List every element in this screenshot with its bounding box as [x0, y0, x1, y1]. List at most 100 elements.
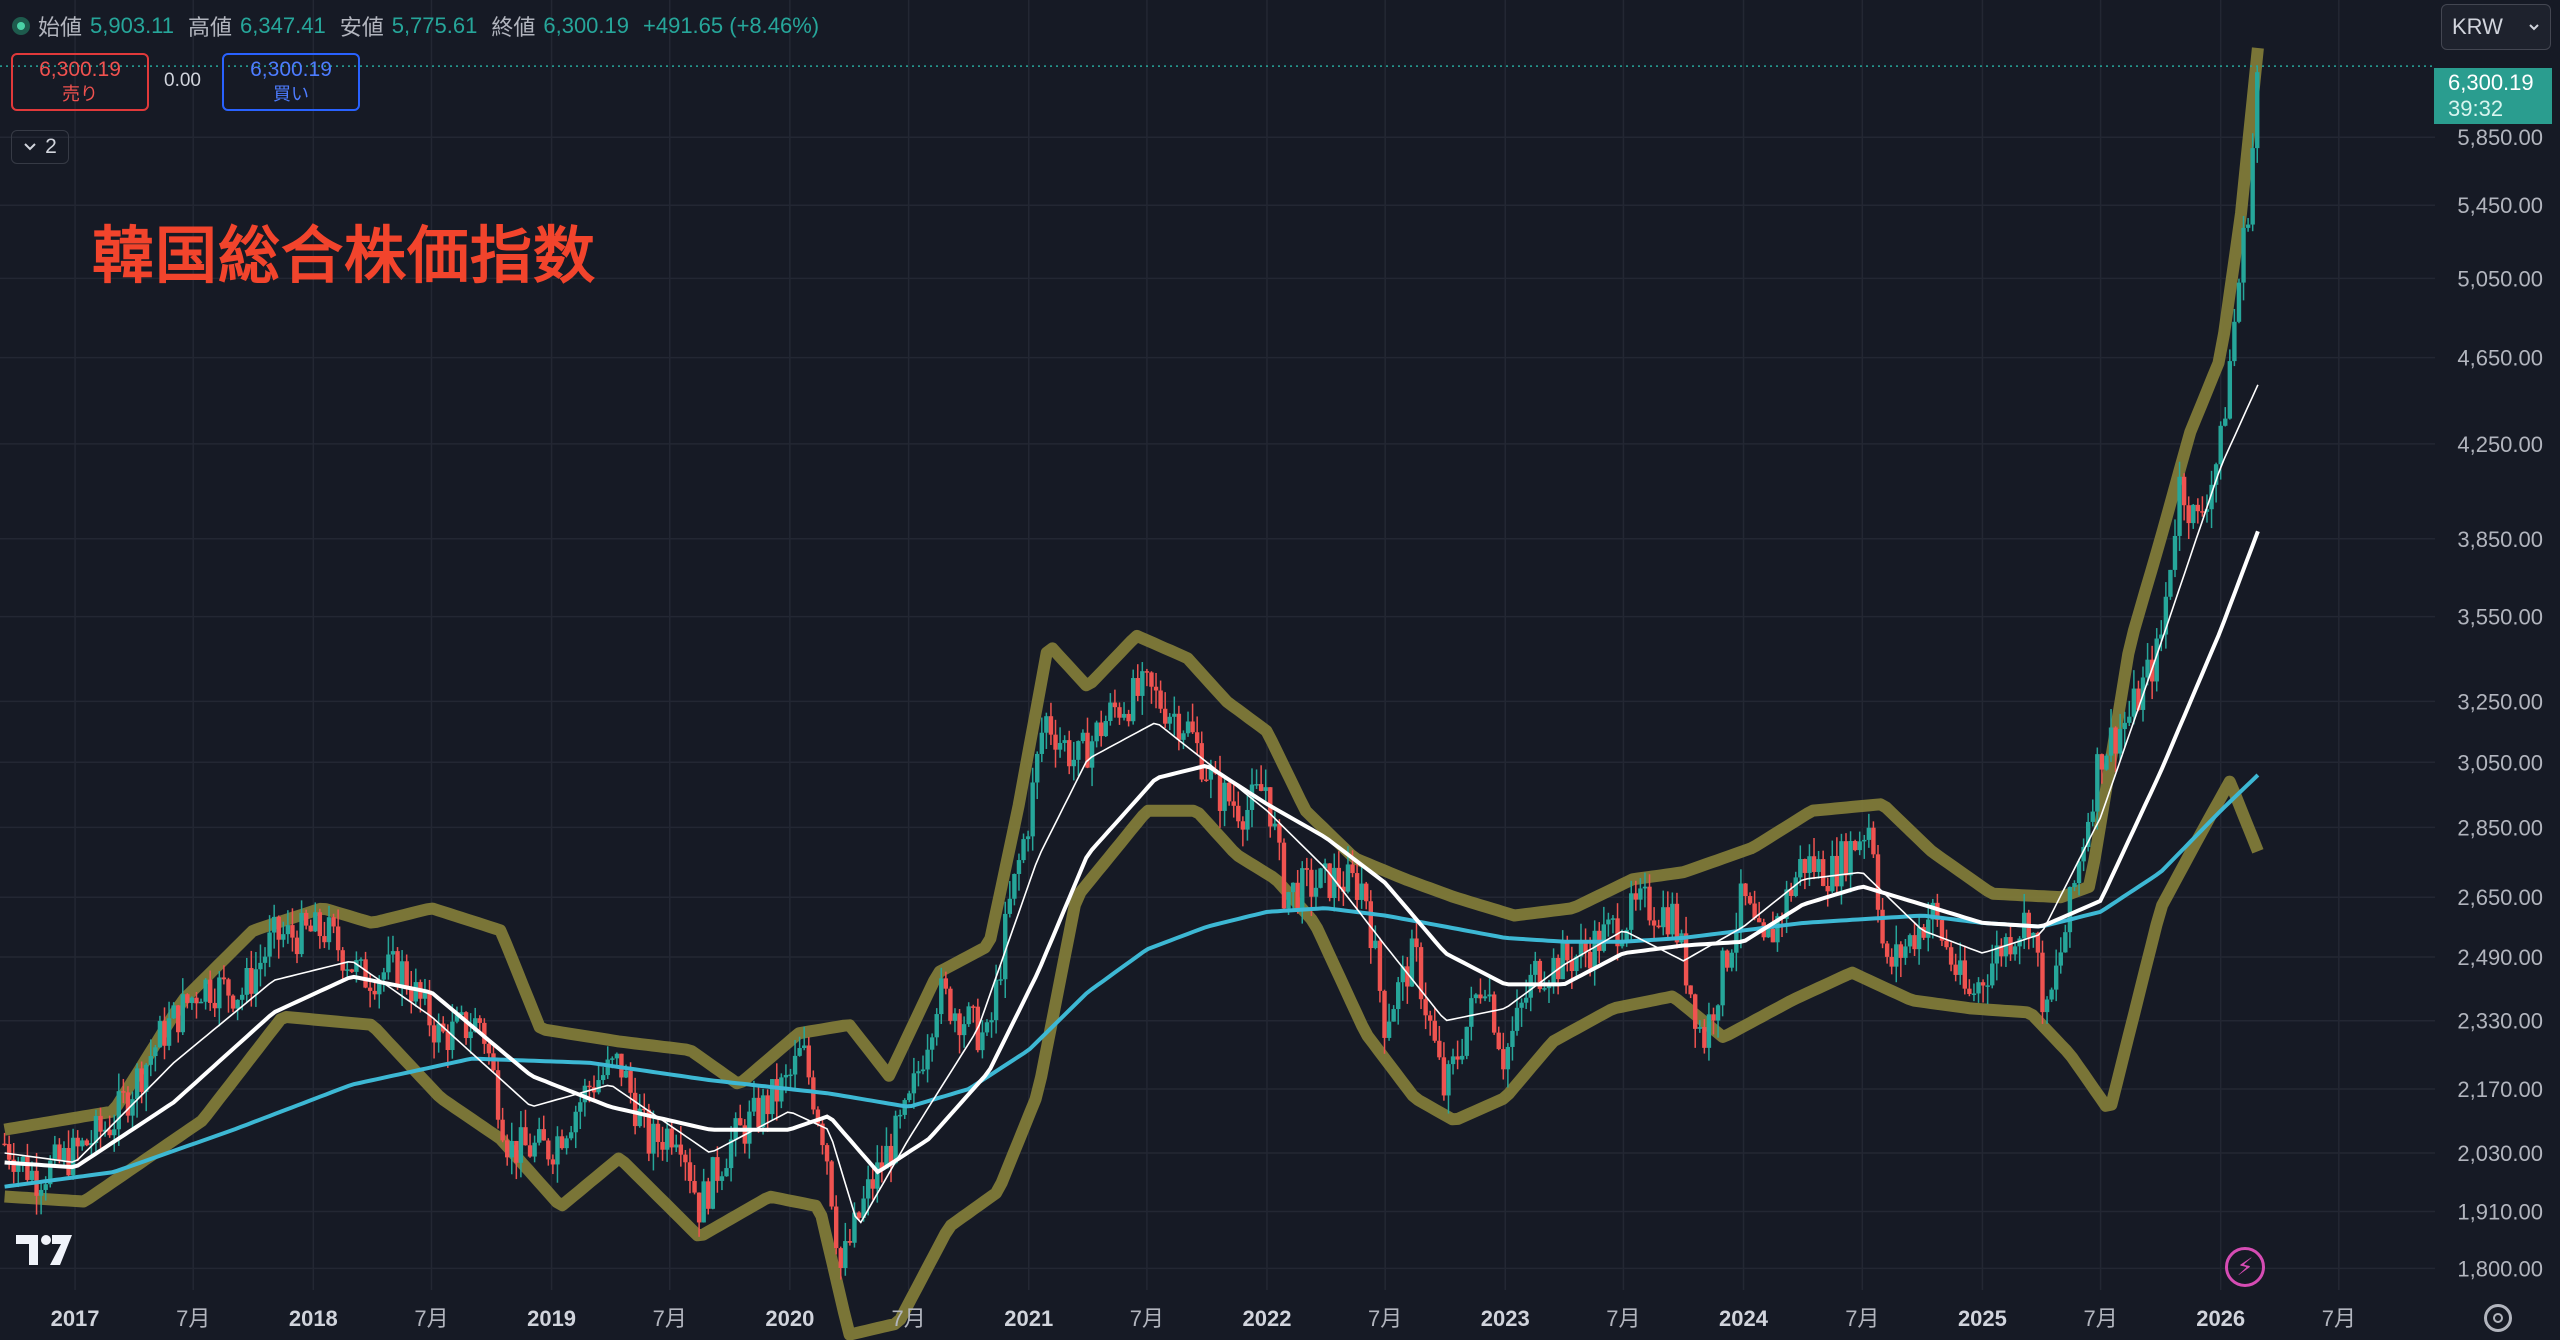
- candle: [984, 1019, 990, 1036]
- candle-body: [1775, 916, 1780, 943]
- candle-body: [843, 1241, 848, 1268]
- candle: [1222, 775, 1227, 827]
- candle: [1802, 858, 1808, 890]
- candle-body: [1702, 1027, 1707, 1048]
- candle: [125, 1086, 131, 1123]
- candle-body: [1409, 938, 1415, 987]
- candle-body: [1071, 759, 1076, 767]
- candle-body: [770, 1079, 775, 1115]
- candle-body: [358, 959, 364, 961]
- candle: [162, 1007, 167, 1060]
- candle: [733, 1112, 738, 1157]
- candle-body: [989, 1020, 994, 1023]
- candle: [2191, 504, 2196, 529]
- candle-body: [1172, 713, 1177, 717]
- tradingview-logo-icon[interactable]: [16, 1235, 72, 1265]
- sell-button[interactable]: 6,300.19 売り: [11, 53, 149, 111]
- symbol-status-icon[interactable]: [12, 17, 30, 35]
- candle-body: [1016, 860, 1022, 874]
- candle: [820, 1118, 825, 1155]
- candle: [1437, 1025, 1442, 1060]
- candle-body: [38, 1189, 44, 1196]
- candle-body: [1898, 944, 1904, 958]
- buy-button[interactable]: 6,300.19 買い: [222, 53, 360, 111]
- candle-body: [756, 1097, 761, 1128]
- candle-body: [1615, 918, 1620, 947]
- currency-select[interactable]: KRW: [2441, 4, 2551, 50]
- candle-body: [1080, 732, 1086, 742]
- candle: [176, 1005, 181, 1043]
- candle-body: [166, 1018, 172, 1046]
- candle-body: [386, 954, 391, 973]
- candle-body: [1377, 940, 1383, 991]
- candle-body: [1656, 925, 1661, 928]
- candle: [75, 1130, 80, 1162]
- candle-body: [1062, 740, 1067, 743]
- candle: [285, 910, 291, 944]
- candle-body: [1638, 888, 1643, 900]
- candle-body: [285, 925, 291, 935]
- candles: [2, 65, 2260, 1280]
- candle-body: [271, 916, 277, 933]
- candle: [1610, 915, 1616, 934]
- candle-body: [2003, 937, 2009, 957]
- candle-body: [824, 1145, 830, 1162]
- candle-body: [600, 1075, 606, 1081]
- lightning-icon[interactable]: ⚡: [2225, 1247, 2265, 1287]
- candle-body: [262, 956, 268, 963]
- candle: [1560, 930, 1565, 980]
- candle-body: [1930, 902, 1936, 920]
- candle-body: [125, 1092, 131, 1116]
- gear-icon[interactable]: [2484, 1304, 2512, 1332]
- candle: [788, 1068, 793, 1091]
- candle: [2200, 496, 2205, 517]
- candle-body: [2250, 148, 2255, 225]
- candle: [1903, 939, 1908, 965]
- candle: [1542, 971, 1547, 992]
- candle-body: [1099, 722, 1104, 737]
- candle-body: [523, 1127, 528, 1146]
- indicator-count: 2: [45, 135, 57, 158]
- indicators-collapse-button[interactable]: 2: [11, 130, 69, 164]
- candle-body: [1039, 732, 1045, 754]
- candle-body: [162, 1020, 167, 1046]
- candle: [1985, 974, 1990, 1005]
- candle: [308, 919, 313, 932]
- candle-body: [57, 1144, 62, 1161]
- candle: [1729, 949, 1734, 972]
- candle: [2117, 713, 2123, 761]
- candle: [651, 1110, 656, 1171]
- candle-body: [1697, 1027, 1702, 1029]
- candle-body: [1162, 708, 1168, 724]
- candle-body: [993, 979, 999, 1021]
- candle: [1711, 1007, 1716, 1035]
- candle: [1510, 1016, 1515, 1061]
- candle-body: [939, 978, 944, 1015]
- candle: [1848, 831, 1853, 893]
- candle: [1725, 949, 1730, 972]
- candle: [1121, 702, 1127, 721]
- x-tick-label: 7月: [1130, 1306, 1164, 1331]
- candle: [2163, 582, 2169, 649]
- candle-body: [48, 1160, 53, 1185]
- candle-body: [1971, 993, 1977, 995]
- candle: [1514, 989, 1520, 1036]
- candle-body: [1798, 859, 1803, 878]
- candle: [1039, 717, 1045, 763]
- x-tick-label: 2026: [2196, 1306, 2245, 1331]
- candle: [1459, 1038, 1465, 1065]
- y-tick-label: 4,250.00: [2457, 432, 2543, 457]
- candle-body: [1953, 964, 1958, 975]
- candle-body: [692, 1181, 697, 1193]
- candle-body: [153, 1047, 158, 1057]
- candle: [335, 909, 341, 962]
- candle-body: [1103, 721, 1108, 737]
- candle: [436, 1013, 441, 1053]
- candle: [1926, 902, 1931, 952]
- candle: [573, 1105, 578, 1149]
- candle: [578, 1092, 583, 1129]
- candle-body: [1382, 990, 1387, 1038]
- candle: [1756, 901, 1762, 923]
- close-label: 終値: [491, 15, 536, 40]
